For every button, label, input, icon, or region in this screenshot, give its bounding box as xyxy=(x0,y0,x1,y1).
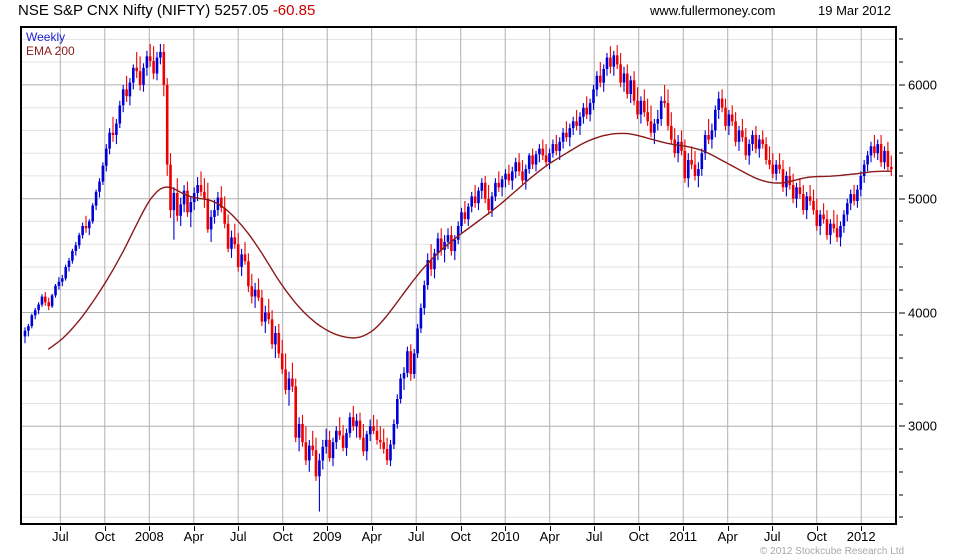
x-axis-label: 2009 xyxy=(312,529,342,544)
y-axis-label: 3000 xyxy=(908,418,937,434)
x-axis-label: Jul xyxy=(51,529,69,544)
chart-date: 19 Mar 2012 xyxy=(818,3,891,18)
x-axis-tick xyxy=(104,526,106,531)
x-axis: Jul Oct 2008 Apr Jul Oct 2009 Apr Jul Oct 2010 Apr J… xyxy=(0,526,980,551)
y-axis-tick-minor xyxy=(899,220,903,222)
y-axis-tick-minor xyxy=(899,107,903,109)
y-axis-tick-minor xyxy=(899,448,903,450)
x-axis-tick xyxy=(149,526,151,531)
y-axis-tick-minor xyxy=(899,380,903,382)
x-axis-tick xyxy=(816,526,818,531)
y-axis-tick-minor xyxy=(899,175,903,177)
x-axis-tick xyxy=(594,526,596,531)
y-axis-tick-minor xyxy=(899,243,903,245)
y-axis-tick-minor xyxy=(899,494,903,496)
x-axis-tick xyxy=(861,526,863,531)
x-axis-tick xyxy=(371,526,373,531)
x-axis-tick xyxy=(505,526,507,531)
x-axis-tick xyxy=(193,526,195,531)
x-axis-label: Oct xyxy=(450,529,471,544)
y-axis-label: 6000 xyxy=(908,77,937,93)
chart-header: NSE S&P CNX Nifty (NIFTY) 5257.05 -60.85… xyxy=(0,0,980,26)
y-axis-tick-minor xyxy=(899,152,903,154)
x-axis-label: Jul xyxy=(763,529,781,544)
x-axis-label: 2008 xyxy=(134,529,164,544)
x-axis-label: Apr xyxy=(361,529,382,544)
x-axis-label: Apr xyxy=(717,529,738,544)
x-axis-tick xyxy=(460,526,462,531)
x-axis-label: Jul xyxy=(229,529,247,544)
x-axis-tick xyxy=(327,526,329,531)
y-axis-tick-minor xyxy=(899,471,903,473)
x-axis-label: Oct xyxy=(94,529,115,544)
y-axis-tick-minor xyxy=(899,403,903,404)
x-axis-tick xyxy=(282,526,284,531)
y-axis-label: 5000 xyxy=(908,191,937,207)
legend-series-weekly: Weekly xyxy=(26,30,66,44)
x-axis-label: Oct xyxy=(806,529,827,544)
x-axis-tick xyxy=(638,526,640,531)
page-title: NSE S&P CNX Nifty (NIFTY) 5257.05 -60.85 xyxy=(18,2,315,19)
instrument-and-price: NSE S&P CNX Nifty (NIFTY) 5257.05 xyxy=(18,2,269,19)
y-axis-label: 4000 xyxy=(908,305,937,320)
x-axis-label: 2010 xyxy=(490,529,520,544)
x-axis-label: Jul xyxy=(407,529,425,544)
chart-series-layer xyxy=(23,43,893,512)
x-axis-tick xyxy=(60,526,62,531)
y-axis-tick-minor xyxy=(899,266,903,268)
y-axis-tick-major xyxy=(899,84,905,86)
website-label: www.fullermoney.com xyxy=(650,3,776,18)
x-axis-tick xyxy=(727,526,729,531)
y-axis-tick-minor xyxy=(899,61,903,63)
x-axis-label: Jul xyxy=(585,529,603,544)
y-axis-tick-major xyxy=(899,198,905,200)
x-axis-label: Apr xyxy=(539,529,560,544)
x-axis-tick xyxy=(683,526,685,531)
x-axis-label: 2011 xyxy=(669,529,698,544)
y-axis: 3000 4000 5000 6000 xyxy=(899,26,979,526)
plot-area[interactable]: Weekly EMA 200 xyxy=(20,26,897,525)
x-axis-label: 2012 xyxy=(846,529,876,544)
price-change: -60.85 xyxy=(272,2,316,19)
legend-overlay-ema200: EMA 200 xyxy=(26,44,75,58)
y-axis-tick-minor xyxy=(899,516,903,518)
x-axis-tick xyxy=(238,526,240,531)
x-axis-tick xyxy=(549,526,551,531)
x-axis-label: Oct xyxy=(628,529,649,544)
chart-legend: Weekly EMA 200 xyxy=(26,30,75,58)
copyright-notice: © 2012 Stockcube Research Ltd xyxy=(760,546,905,557)
y-axis-tick-minor xyxy=(899,289,903,291)
y-axis-tick-minor xyxy=(899,357,903,359)
x-axis-label: Apr xyxy=(183,529,204,544)
x-axis-label: Oct xyxy=(272,529,293,544)
y-axis-tick-major xyxy=(899,312,905,313)
y-axis-tick-minor xyxy=(899,129,903,131)
y-axis-tick-minor xyxy=(899,334,903,336)
y-axis-tick-major xyxy=(899,425,905,427)
y-axis-tick-minor xyxy=(899,38,903,40)
x-axis-tick xyxy=(416,526,418,531)
x-axis-tick xyxy=(772,526,774,531)
